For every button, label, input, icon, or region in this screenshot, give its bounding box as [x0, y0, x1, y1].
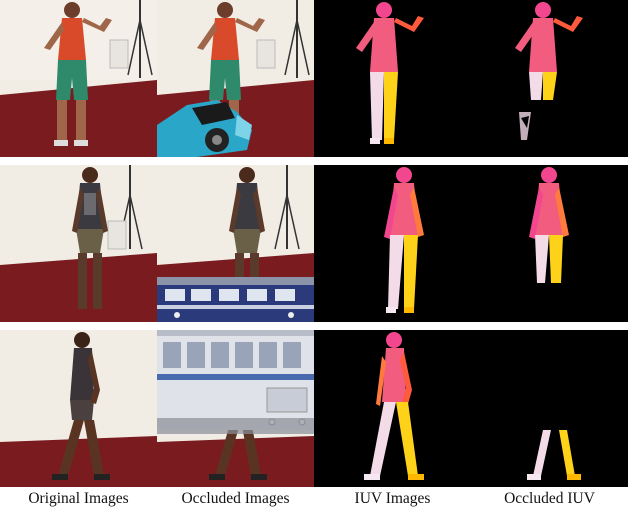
- row3-occluded-iuv: [471, 330, 628, 487]
- row2-original-image: [0, 165, 157, 322]
- row1-occluded-iuv: [471, 0, 628, 157]
- row1-iuv-image: [314, 0, 471, 157]
- column-captions: Original Images Occluded Images IUV Imag…: [0, 490, 628, 514]
- row2-iuv-image: [314, 165, 471, 322]
- row3-original-image: [0, 330, 157, 487]
- row2-occluded-iuv: [471, 165, 628, 322]
- caption-iuv-images: IUV Images: [354, 490, 431, 507]
- figure-grid: [0, 0, 628, 487]
- row3-iuv-image: [314, 330, 471, 487]
- caption-occluded-iuv: Occluded IUV: [504, 490, 595, 507]
- row1-occluded-image: [157, 0, 314, 157]
- caption-occluded-images: Occluded Images: [181, 490, 290, 507]
- row2-occluded-image: [157, 165, 314, 322]
- row1-original-image: [0, 0, 157, 157]
- row3-occluded-image: [157, 330, 314, 487]
- caption-original-images: Original Images: [28, 490, 129, 507]
